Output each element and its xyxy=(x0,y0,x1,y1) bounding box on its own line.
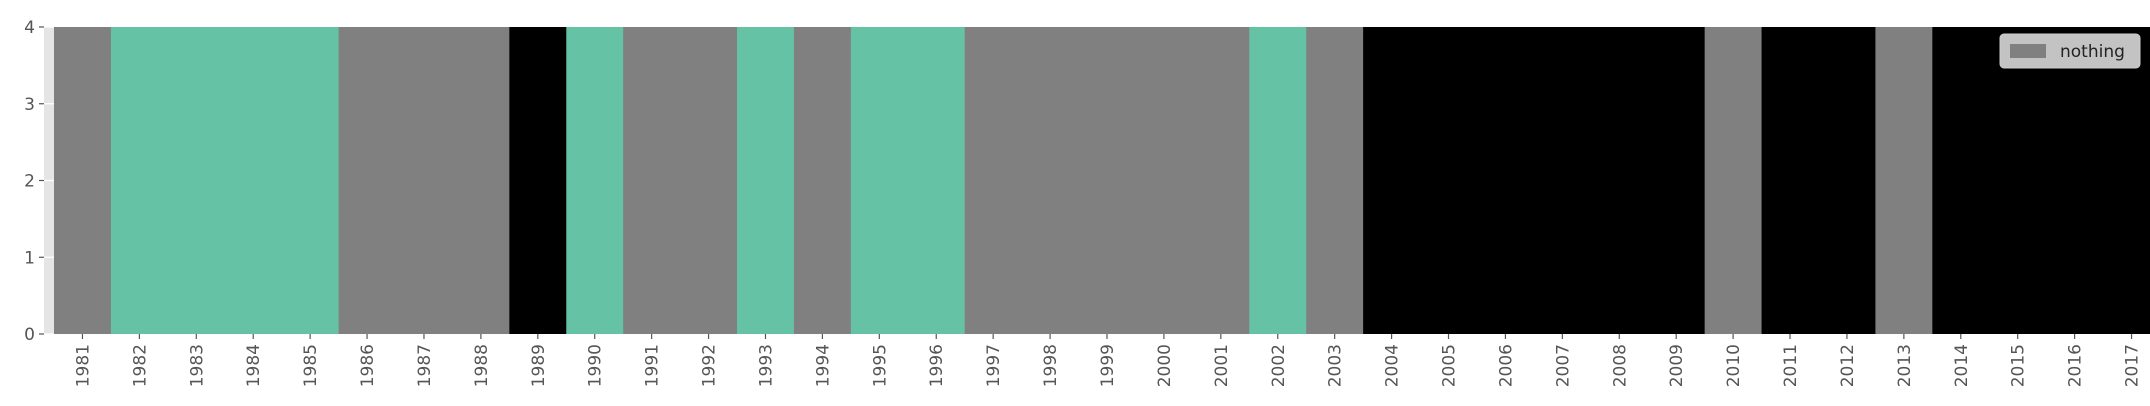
bar-1995 xyxy=(850,27,909,334)
bar-1993 xyxy=(737,27,795,334)
x-tick-label-2003: 2003 xyxy=(1326,344,1346,387)
x-tick-label-1982: 1982 xyxy=(130,344,150,387)
legend-swatch xyxy=(2010,44,2046,58)
bar-2005 xyxy=(1420,27,1478,334)
y-tick-label: 1 xyxy=(24,248,35,268)
x-tick-label-1985: 1985 xyxy=(301,344,321,387)
x-tick-label-1984: 1984 xyxy=(244,344,264,387)
bar-2000 xyxy=(1135,27,1193,334)
bars xyxy=(54,27,2150,334)
x-tick-label-2011: 2011 xyxy=(1781,344,1801,387)
x-tick-label-1987: 1987 xyxy=(415,344,435,387)
bar-1985 xyxy=(281,27,340,334)
x-tick-label-1991: 1991 xyxy=(643,344,663,387)
x-tick-label-1996: 1996 xyxy=(927,344,947,387)
bar-1992 xyxy=(680,27,738,334)
x-tick-label-2001: 2001 xyxy=(1212,344,1232,387)
x-axis: 1981 1982 1983 1984 1985 1986 1987 1988 1989 1990… xyxy=(73,334,2143,387)
bar-1981 xyxy=(54,27,112,334)
bar-1984 xyxy=(224,27,283,334)
y-tick-label: 0 xyxy=(24,325,35,345)
y-axis: 0 1 2 3 4 xyxy=(24,18,44,345)
x-tick-label-2004: 2004 xyxy=(1383,344,1403,387)
legend: nothing xyxy=(1999,33,2141,69)
bar-1987 xyxy=(395,27,454,334)
x-tick-label-2015: 2015 xyxy=(2009,344,2029,387)
x-tick-label-1992: 1992 xyxy=(700,344,720,387)
bar-2004 xyxy=(1363,27,1421,334)
x-tick-label-2014: 2014 xyxy=(1952,344,1972,387)
x-tick-label-1994: 1994 xyxy=(813,344,833,387)
bar-1983 xyxy=(167,27,226,334)
bar-1982 xyxy=(110,27,169,334)
bar-2001 xyxy=(1192,27,1250,334)
y-tick-label: 2 xyxy=(24,172,35,192)
x-tick-label-2016: 2016 xyxy=(2066,344,2086,387)
bar-2015 xyxy=(1989,27,2047,334)
bar-2008 xyxy=(1590,27,1649,334)
x-tick-label-2017: 2017 xyxy=(2123,344,2143,387)
bar-1999 xyxy=(1078,27,1137,334)
bar-2014 xyxy=(1932,27,1990,334)
y-tick-label: 4 xyxy=(24,18,35,38)
x-tick-label-1983: 1983 xyxy=(187,344,207,387)
x-tick-label-1981: 1981 xyxy=(73,344,93,387)
x-tick-label-2008: 2008 xyxy=(1610,344,1630,387)
bar-1989 xyxy=(509,27,567,334)
bar-1991 xyxy=(623,27,681,334)
bar-2002 xyxy=(1249,27,1307,334)
legend-label: nothing xyxy=(2060,42,2125,62)
bar-1994 xyxy=(793,27,852,334)
x-tick-label-1986: 1986 xyxy=(358,344,378,387)
bar-1986 xyxy=(338,27,397,334)
x-tick-label-2013: 2013 xyxy=(1895,344,1915,387)
bar-2009 xyxy=(1647,27,1706,334)
x-tick-label-2009: 2009 xyxy=(1667,344,1687,387)
x-tick-label-2010: 2010 xyxy=(1724,344,1744,387)
x-tick-label-1999: 1999 xyxy=(1098,344,1118,387)
bar-2003 xyxy=(1306,27,1364,334)
x-tick-label-1998: 1998 xyxy=(1041,344,1061,387)
bar-1998 xyxy=(1021,27,1080,334)
x-tick-label-1997: 1997 xyxy=(984,344,1004,387)
bar-1988 xyxy=(452,27,510,334)
bar-2013 xyxy=(1875,27,1933,334)
bar-2016 xyxy=(2046,27,2104,334)
x-tick-label-2007: 2007 xyxy=(1553,344,1573,387)
x-tick-label-2005: 2005 xyxy=(1440,344,1460,387)
x-tick-label-1990: 1990 xyxy=(586,344,606,387)
x-tick-label-1988: 1988 xyxy=(472,344,492,387)
x-tick-label-2000: 2000 xyxy=(1155,344,1175,387)
x-tick-label-1989: 1989 xyxy=(529,344,549,387)
x-tick-label-2006: 2006 xyxy=(1496,344,1516,387)
bar-1997 xyxy=(964,27,1023,334)
bar-2011 xyxy=(1761,27,1820,334)
x-tick-label-1995: 1995 xyxy=(870,344,890,387)
bar-2006 xyxy=(1476,27,1535,334)
bar-1996 xyxy=(907,27,966,334)
bar-2010 xyxy=(1704,27,1763,334)
bar-1990 xyxy=(566,27,624,334)
x-tick-label-2002: 2002 xyxy=(1269,344,1289,387)
x-tick-label-2012: 2012 xyxy=(1838,344,1858,387)
x-tick-label-1993: 1993 xyxy=(756,344,776,387)
bar-2017 xyxy=(2103,27,2150,334)
bar-2012 xyxy=(1818,27,1877,334)
bar-2007 xyxy=(1533,27,1592,334)
y-tick-label: 3 xyxy=(24,95,35,115)
legend-box xyxy=(1999,33,2141,69)
